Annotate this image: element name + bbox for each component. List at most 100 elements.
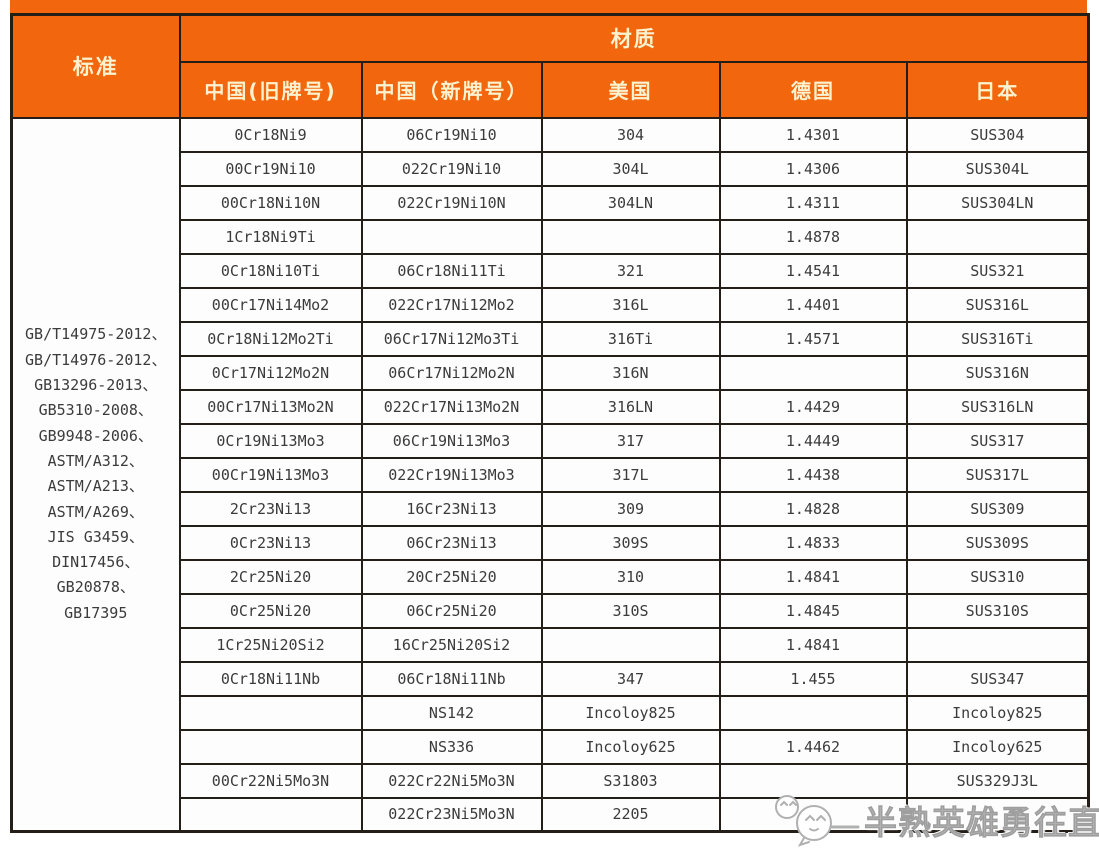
- cell: [178, 796, 363, 833]
- cell: 022Cr19Ni13Mo3: [360, 456, 543, 493]
- cell: 1Cr25Ni20Si2: [178, 626, 363, 663]
- table-row: 1Cr25Ni20Si2 16Cr25Ni20Si2 1.4841: [12, 626, 1090, 663]
- cell: 1.4429: [718, 388, 908, 425]
- cell: 2Cr25Ni20: [178, 558, 363, 595]
- cell: SUS321: [905, 252, 1090, 289]
- cell: 1.4541: [718, 252, 908, 289]
- cell: 20Cr25Ni20: [360, 558, 543, 595]
- cell: 00Cr19Ni10: [178, 150, 363, 187]
- cell: 2Cr23Ni13: [178, 490, 363, 527]
- cell: 1.4449: [718, 422, 908, 459]
- cell: 1.4841: [718, 626, 908, 663]
- cell: [718, 796, 908, 833]
- cell: 0Cr18Ni11Nb: [178, 660, 363, 697]
- material-header: 材质: [178, 13, 1090, 63]
- cell: 16Cr25Ni20Si2: [360, 626, 543, 663]
- table-row: 0Cr18Ni10Ti 06Cr18Ni11Ti 321 1.4541 SUS321: [12, 252, 1090, 289]
- cell: 309S: [540, 524, 721, 561]
- table-row: 0Cr19Ni13Mo3 06Cr19Ni13Mo3 317 1.4449 SUS317: [12, 422, 1090, 459]
- cell: SUS309: [905, 490, 1090, 527]
- table-row: 00Cr19Ni13Mo3 022Cr19Ni13Mo3 317L 1.4438 SUS…: [12, 456, 1090, 493]
- cell: 0Cr25Ni20: [178, 592, 363, 629]
- table-row: 1Cr18Ni9Ti 1.4878: [12, 218, 1090, 255]
- cell: 1.4306: [718, 150, 908, 187]
- cell: SUS309S: [905, 524, 1090, 561]
- table-row: 00Cr18Ni10N 022Cr19Ni10N 304LN 1.4311 SUS304…: [12, 184, 1090, 221]
- cell: 1.4878: [718, 218, 908, 255]
- cell: 0Cr19Ni13Mo3: [178, 422, 363, 459]
- standard-line: JIS G3459、: [47, 527, 144, 546]
- table-row: 0Cr18Ni11Nb 06Cr18Ni11Nb 347 1.455 SUS347: [12, 660, 1090, 697]
- cell: 1.4571: [718, 320, 908, 357]
- cell: 316L: [540, 286, 721, 323]
- cell: 022Cr19Ni10N: [360, 184, 543, 221]
- cell: 1.4845: [718, 592, 908, 629]
- cell: 06Cr23Ni13: [360, 524, 543, 561]
- column-header: 中国（新牌号）: [360, 60, 543, 119]
- cell: 304LN: [540, 184, 721, 221]
- column-header: 中国(旧牌号): [178, 60, 363, 119]
- table-row: 2Cr25Ni20 20Cr25Ni20 310 1.4841 SUS310: [12, 558, 1090, 595]
- column-header: 德国: [718, 60, 908, 119]
- grades-tbody: GB/T14975-2012、 GB/T14976-2012、 GB13296-20…: [10, 116, 1090, 833]
- cell: SUS329J3L: [905, 762, 1090, 799]
- cell: 06Cr19Ni10: [360, 116, 543, 153]
- cell: 0Cr18Ni12Mo2Ti: [178, 320, 363, 357]
- table-row: 0Cr18Ni12Mo2Ti 06Cr17Ni12Mo3Ti 316Ti 1.4571…: [12, 320, 1090, 357]
- cell: 1.455: [718, 660, 908, 697]
- table-row: 00Cr22Ni5Mo3N 022Cr22Ni5Mo3N S31803 SUS329J…: [12, 762, 1090, 799]
- cell: 1.4401: [718, 286, 908, 323]
- cell: 00Cr19Ni13Mo3: [178, 456, 363, 493]
- cell: 022Cr22Ni5Mo3N: [360, 762, 543, 799]
- cell: 310: [540, 558, 721, 595]
- standard-line: ASTM/A269、: [47, 502, 144, 521]
- cell: 06Cr18Ni11Nb: [360, 660, 543, 697]
- cell: 0Cr18Ni9: [178, 116, 363, 153]
- cell: 00Cr17Ni14Mo2: [178, 286, 363, 323]
- cell: S31803: [540, 762, 721, 799]
- cell: SUS316N: [905, 354, 1090, 391]
- cell: SUS316Ti: [905, 320, 1090, 357]
- cell: 0Cr23Ni13: [178, 524, 363, 561]
- cell: 06Cr18Ni11Ti: [360, 252, 543, 289]
- cell: SUS316LN: [905, 388, 1090, 425]
- cell: [360, 218, 543, 255]
- cell: 00Cr18Ni10N: [178, 184, 363, 221]
- cell: 00Cr17Ni13Mo2N: [178, 388, 363, 425]
- cell: 00Cr22Ni5Mo3N: [178, 762, 363, 799]
- table-row: 0Cr25Ni20 06Cr25Ni20 310S 1.4845 SUS310S: [12, 592, 1090, 629]
- cell: 316LN: [540, 388, 721, 425]
- cell: SUS310S: [905, 592, 1090, 629]
- cell: SUS347: [905, 660, 1090, 697]
- cell: Incoloy625: [905, 728, 1090, 765]
- standards-cell: GB/T14975-2012、 GB/T14976-2012、 GB13296-20…: [10, 116, 181, 833]
- table-row: 00Cr17Ni14Mo2 022Cr17Ni12Mo2 316L 1.4401 SUS…: [12, 286, 1090, 323]
- cell: 06Cr25Ni20: [360, 592, 543, 629]
- header-top-strip: [10, 0, 1087, 13]
- cell: 1.4438: [718, 456, 908, 493]
- cell: [905, 218, 1090, 255]
- cell: [718, 762, 908, 799]
- cell: [718, 694, 908, 731]
- cell: 16Cr23Ni13: [360, 490, 543, 527]
- cell: SUS304L: [905, 150, 1090, 187]
- column-header: 日本: [905, 60, 1090, 119]
- cell: 316N: [540, 354, 721, 391]
- standard-line: GB5310-2008、: [38, 401, 153, 420]
- cell: 304: [540, 116, 721, 153]
- standard-line: DIN17456、: [52, 553, 140, 572]
- cell: [178, 728, 363, 765]
- cell: 1.4462: [718, 728, 908, 765]
- grades-table: 标准 材质 中国(旧牌号) 中国（新牌号） 美国 德国 日本 GB/T14975-201…: [10, 13, 1091, 833]
- cell: [905, 626, 1090, 663]
- cell: 347: [540, 660, 721, 697]
- table-header: 标准 材质 中国(旧牌号) 中国（新牌号） 美国 德国 日本: [10, 13, 1090, 119]
- cell: 304L: [540, 150, 721, 187]
- cell: 022Cr17Ni13Mo2N: [360, 388, 543, 425]
- cell: 321: [540, 252, 721, 289]
- standard-line: GB13296-2013、: [34, 376, 158, 395]
- cell: 1.4311: [718, 184, 908, 221]
- cell: SUS317L: [905, 456, 1090, 493]
- cell: 022Cr23Ni5Mo3N: [360, 796, 543, 833]
- cell: 06Cr17Ni12Mo3Ti: [360, 320, 543, 357]
